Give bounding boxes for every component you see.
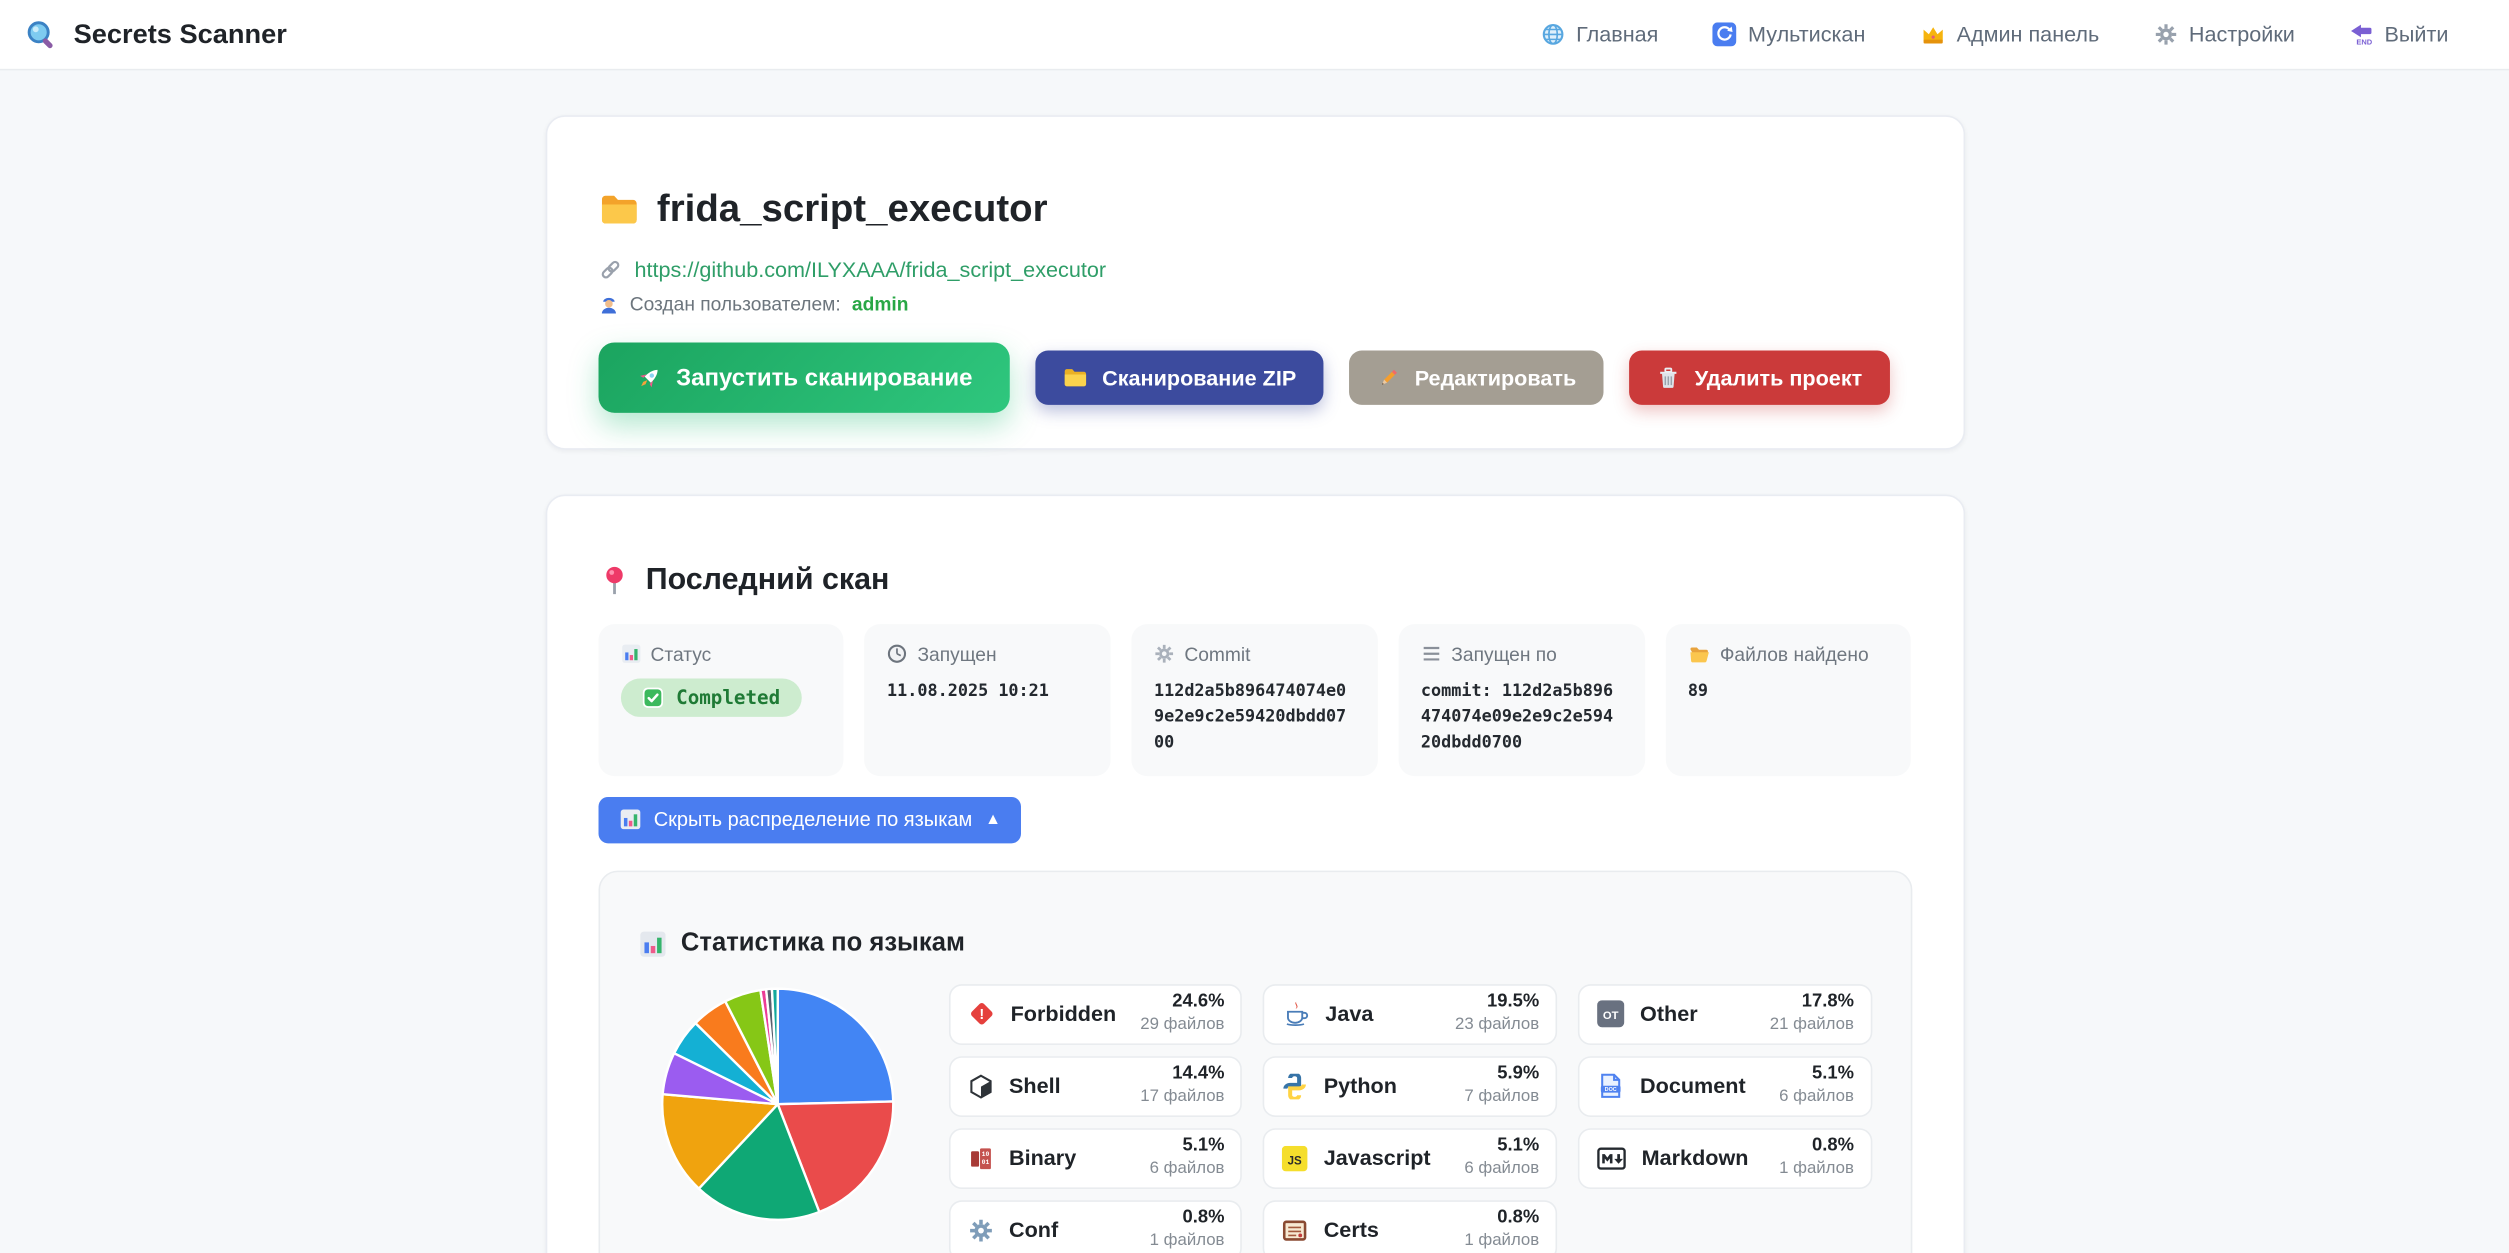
folder-icon bbox=[598, 189, 640, 231]
language-item-forbidden: ! Forbidden 24.6% 29 файлов bbox=[948, 983, 1243, 1045]
edit-project-button[interactable]: Редактировать bbox=[1349, 350, 1604, 406]
language-item-python: Python 5.9% 7 файлов bbox=[1262, 1055, 1557, 1117]
status-badge: Completed bbox=[620, 678, 802, 717]
language-item-shell: Shell 14.4% 17 файлов bbox=[948, 1055, 1243, 1117]
started-value: 11.08.2025 10:21 bbox=[887, 681, 1049, 701]
open-folder-icon bbox=[1688, 643, 1710, 665]
navbar: Secrets Scanner Главная Мультискан Админ… bbox=[0, 0, 2509, 71]
project-actions: Запустить сканирование Сканирование ZIP … bbox=[597, 342, 1912, 414]
svg-text:10: 10 bbox=[981, 1151, 989, 1158]
created-by-label: Создан пользователем: bbox=[629, 293, 841, 316]
link-icon bbox=[598, 258, 622, 282]
nav-item-admin[interactable]: Админ панель bbox=[1920, 22, 2099, 48]
delete-project-button[interactable]: Удалить проект bbox=[1629, 350, 1890, 406]
scan-stats-row: Статус Completed Запущен 11.08.2025 10:2… bbox=[597, 623, 1912, 776]
stat-box-run-by: Запущен по commit: 112d2a5b896474074e09e… bbox=[1398, 623, 1645, 776]
language-pie-chart bbox=[657, 984, 897, 1224]
shell-icon bbox=[967, 1073, 993, 1099]
repo-link[interactable]: https://github.com/ILYXAAA/frida_script_… bbox=[634, 257, 1107, 282]
created-by-row: Создан пользователем: admin bbox=[598, 293, 1912, 316]
pie-slice-java bbox=[775, 1099, 894, 1213]
document-icon: DOC bbox=[1597, 1073, 1624, 1100]
language-item-javascript: JS Javascript 5.1% 6 файлов bbox=[1262, 1127, 1557, 1189]
language-item-java: Java 19.5% 23 файлов bbox=[1262, 983, 1557, 1045]
project-card: frida_script_executor https://github.com… bbox=[544, 115, 1965, 450]
svg-text:!: ! bbox=[979, 1007, 984, 1023]
created-by-user: admin bbox=[851, 293, 909, 316]
nav-item-logout[interactable]: END Выйти bbox=[2349, 22, 2448, 46]
conf-gear-icon bbox=[967, 1217, 993, 1243]
toggle-language-distribution-button[interactable]: Скрыть распределение по языкам ▲ bbox=[597, 796, 1022, 843]
language-item-binary: 10 01 Binary 5.1% 6 файлов bbox=[948, 1127, 1243, 1189]
pie-slice-other bbox=[696, 1102, 820, 1221]
stat-box-commit: Commit 112d2a5b896474074e09e2e9c2e59420d… bbox=[1131, 623, 1378, 776]
magnifier-logo-icon bbox=[24, 17, 59, 52]
other-icon: OT bbox=[1596, 1000, 1625, 1028]
run-scan-button[interactable]: Запустить сканирование bbox=[597, 342, 1010, 414]
svg-text:JS: JS bbox=[1288, 1155, 1302, 1167]
last-scan-card: Последний скан Статус Completed bbox=[544, 494, 1965, 1253]
gear-icon bbox=[1154, 644, 1175, 665]
repo-row: https://github.com/ILYXAAA/frida_script_… bbox=[598, 258, 1912, 282]
language-item-document: DOC Document 5.1% 6 файлов bbox=[1577, 1055, 1872, 1117]
language-stats-panel: Статистика по языкам ! Forbidden 24.6% 29… bbox=[597, 870, 1912, 1253]
clock-icon bbox=[887, 644, 908, 665]
pie-slice-forbidden bbox=[775, 987, 894, 1105]
markdown-icon bbox=[1596, 1147, 1626, 1170]
exit-icon: END bbox=[2349, 22, 2373, 46]
list-icon bbox=[1421, 644, 1442, 665]
language-stats-title: Статистика по языкам bbox=[638, 929, 1872, 958]
project-title: frida_script_executor bbox=[656, 187, 1048, 231]
javascript-icon: JS bbox=[1282, 1145, 1308, 1171]
brand-name: Secrets Scanner bbox=[73, 18, 287, 49]
binary-icon: 10 01 bbox=[967, 1145, 993, 1171]
check-icon bbox=[641, 686, 663, 708]
last-scan-title: Последний скан bbox=[598, 563, 1912, 598]
stat-box-started: Запущен 11.08.2025 10:21 bbox=[864, 623, 1111, 776]
stat-box-status: Статус Completed bbox=[597, 623, 844, 776]
run-by-value: commit: 112d2a5b896474074e09e2e9c2e59420… bbox=[1420, 681, 1614, 753]
language-item-certs: Certs 0.8% 1 файлов bbox=[1262, 1199, 1557, 1253]
brand[interactable]: Secrets Scanner bbox=[24, 17, 287, 52]
nav-item-settings[interactable]: Настройки bbox=[2154, 22, 2295, 46]
language-item-conf: Conf 0.8% 1 файлов bbox=[948, 1199, 1243, 1253]
pushpin-icon bbox=[598, 565, 630, 597]
trash-icon bbox=[1656, 366, 1680, 390]
language-item-other: OT Other 17.8% 21 файлов bbox=[1577, 983, 1872, 1045]
svg-text:01: 01 bbox=[981, 1159, 989, 1166]
globe-icon bbox=[1541, 22, 1565, 46]
gear-icon bbox=[2154, 22, 2178, 46]
commit-value: 112d2a5b896474074e09e2e9c2e59420dbdd0700 bbox=[1153, 681, 1347, 753]
bar-chart-icon bbox=[638, 929, 667, 958]
nav-links: Главная Мультискан Админ панель Настройк… bbox=[1541, 22, 2448, 48]
zip-folder-icon bbox=[1062, 365, 1088, 391]
svg-text:DOC: DOC bbox=[1604, 1087, 1616, 1093]
stat-box-files-found: Файлов найдено 89 bbox=[1665, 623, 1912, 776]
language-grid: ! Forbidden 24.6% 29 файлов Java 19.5% 23 … bbox=[948, 983, 1872, 1253]
zip-scan-button[interactable]: Сканирование ZIP bbox=[1034, 350, 1324, 406]
rocket-icon bbox=[635, 364, 662, 391]
page-title: frida_script_executor bbox=[598, 187, 1912, 232]
python-icon bbox=[1282, 1073, 1308, 1099]
certs-icon bbox=[1282, 1217, 1308, 1243]
user-icon bbox=[598, 294, 619, 315]
java-icon bbox=[1282, 1001, 1309, 1028]
nav-item-multiscan[interactable]: Мультискан bbox=[1712, 22, 1865, 47]
pie-slice-certs bbox=[769, 987, 779, 1105]
pencil-icon bbox=[1376, 366, 1400, 390]
svg-text:OT: OT bbox=[1603, 1010, 1619, 1022]
forbidden-icon: ! bbox=[967, 1001, 994, 1028]
bar-chart-icon bbox=[619, 809, 641, 831]
crown-icon bbox=[1920, 22, 1946, 48]
nav-item-home[interactable]: Главная bbox=[1541, 22, 1658, 46]
svg-text:END: END bbox=[2356, 38, 2372, 47]
files-found-value: 89 bbox=[1687, 681, 1709, 701]
bar-chart-icon bbox=[620, 644, 641, 665]
pie-slice-shell bbox=[660, 1092, 779, 1190]
language-item-markdown: Markdown 0.8% 1 файлов bbox=[1577, 1127, 1872, 1189]
multiscan-icon bbox=[1712, 22, 1737, 47]
chevron-up-icon: ▲ bbox=[985, 810, 1001, 829]
